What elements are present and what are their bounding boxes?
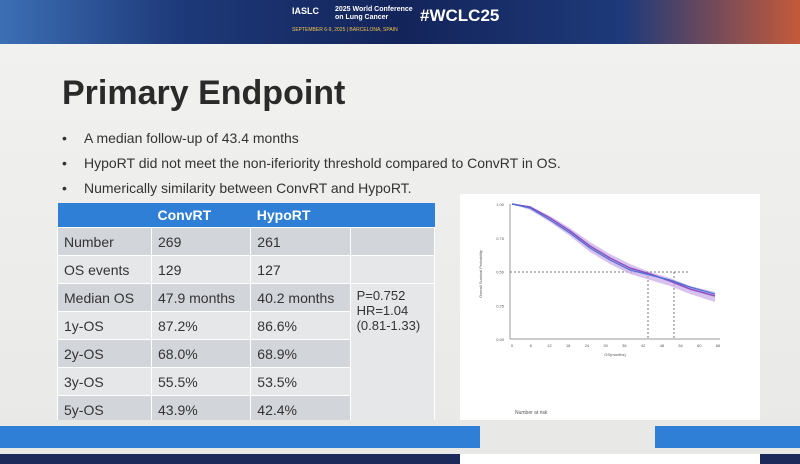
x-tick-label: 66 <box>716 343 721 348</box>
km-plot: 1.000.750.500.250.0000661212181824243030… <box>460 194 760 464</box>
cell: 86.6% <box>250 311 351 340</box>
curve <box>511 203 716 295</box>
risk-title: Number at risk <box>515 410 548 416</box>
y-tick-label: 0.25 <box>496 303 505 308</box>
org: IASLC <box>292 6 319 16</box>
x-tick-label: 42 <box>641 343 646 348</box>
bullets: • A median follow-up of 43.4 months • HypoR… <box>62 130 561 205</box>
dates: SEPTEMBER 6-9, 2025 | BARCELONA, SPAIN <box>292 27 398 33</box>
stat: P=0.752 <box>356 288 406 303</box>
cell: 5y-OS <box>57 395 152 424</box>
cell: 127 <box>250 255 351 284</box>
cell: 129 <box>150 255 252 284</box>
x-tick-label: 54 <box>678 343 683 348</box>
x-tick-label: 48 <box>660 343 665 348</box>
x-tick-label: 60 <box>697 343 702 348</box>
bullet: • HypoRT did not meet the non-iferiority … <box>62 155 561 180</box>
y-axis-label: Overall Survival Probability <box>478 250 483 298</box>
cell: 269 <box>150 227 252 256</box>
footer <box>0 420 800 454</box>
x-tick-label: 18 <box>566 343 571 348</box>
x-tick-label: 0 <box>511 343 514 348</box>
x-tick-label: 36 <box>622 343 627 348</box>
slide-title: Primary Endpoint <box>62 74 346 112</box>
cell: 40.2 months <box>250 283 351 312</box>
conference: 2025 World Conference on Lung Cancer <box>335 6 413 21</box>
y-tick-label: 0.50 <box>496 270 505 275</box>
row: OS events 129 127 <box>57 255 436 284</box>
stat: (0.81-1.33) <box>356 318 421 333</box>
stats-cell: P=0.752 HR=1.04 (0.81-1.33) <box>349 283 436 424</box>
results-table: ConvRT HypoRT Number 269 261 OS events 129 127 M… <box>57 203 436 424</box>
cell: OS events <box>57 255 152 284</box>
cell <box>349 255 436 284</box>
cell: 68.9% <box>250 339 351 368</box>
x-tick-label: 6 <box>530 343 533 348</box>
bullet: • Numerically similarity between ConvRT a… <box>62 180 561 205</box>
cell: 3y-OS <box>57 367 152 396</box>
cell: Number <box>57 227 152 256</box>
bullet-dot: • <box>62 180 67 196</box>
x-tick-label: 24 <box>585 343 590 348</box>
banner: IASLC 2025 World Conference on Lung Canc… <box>0 0 800 44</box>
y-tick-label: 0.00 <box>496 337 505 342</box>
cell: 53.5% <box>250 367 351 396</box>
bullet-text: HypoRT did not meet the non-iferiority t… <box>84 155 561 171</box>
footer-bar <box>0 426 480 448</box>
x-tick-label: 12 <box>547 343 552 348</box>
footer-bar <box>655 426 800 448</box>
cell: 47.9 months <box>150 283 252 312</box>
x-axis-label: OS(months) <box>604 352 626 357</box>
bullet-text: Numerically similarity between ConvRT an… <box>84 180 412 196</box>
header-row: ConvRT HypoRT <box>57 203 435 228</box>
curve <box>511 203 716 297</box>
cell: 87.2% <box>150 311 252 340</box>
cell: 55.5% <box>150 367 252 396</box>
row: Number 269 261 <box>57 227 436 256</box>
bullet: • A median follow-up of 43.4 months <box>62 130 561 155</box>
cell: 2y-OS <box>57 339 152 368</box>
y-tick-label: 0.75 <box>496 236 505 241</box>
row: 1y-OS 87.2% 86.6% <box>57 311 435 340</box>
slide: Primary Endpoint • A median follow-up of … <box>0 44 800 464</box>
row: Median OS 47.9 months 40.2 months P=0.752 HR… <box>57 283 436 424</box>
cell <box>349 227 436 256</box>
cell: Median OS <box>57 283 152 312</box>
header-cell: HypoRT <box>250 203 351 228</box>
row: 2y-OS 68.0% 68.9% <box>57 339 435 368</box>
stat: HR=1.04 <box>356 303 409 318</box>
cell: 68.0% <box>150 339 252 368</box>
cell: 261 <box>250 227 351 256</box>
x-tick-label: 30 <box>603 343 608 348</box>
hashtag: #WCLC25 <box>420 6 500 25</box>
header-cell: ConvRT <box>151 203 251 228</box>
bullet-dot: • <box>62 155 67 171</box>
cell: 1y-OS <box>57 311 152 340</box>
y-tick-label: 1.00 <box>496 202 505 207</box>
header-cell <box>350 203 435 228</box>
row: 3y-OS 55.5% 53.5% <box>57 367 435 396</box>
bullet-dot: • <box>62 130 67 146</box>
header-cell <box>57 203 152 228</box>
row: 5y-OS 43.9% 42.4% <box>57 395 435 424</box>
bullet-text: A median follow-up of 43.4 months <box>84 130 299 146</box>
cell: 43.9% <box>150 395 252 424</box>
